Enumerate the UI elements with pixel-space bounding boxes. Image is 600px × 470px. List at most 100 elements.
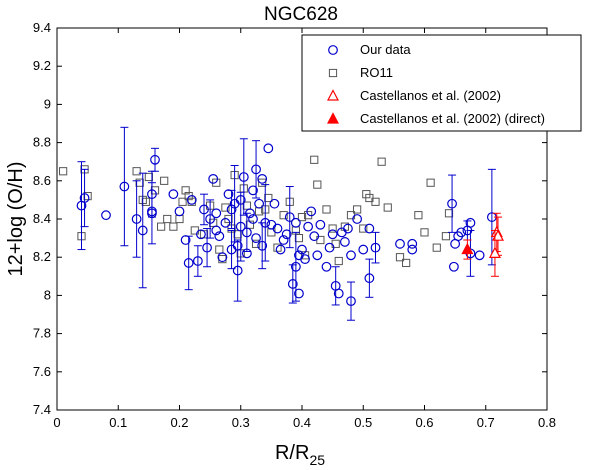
data-point-square-open [359, 224, 368, 233]
data-point-square-open [426, 178, 435, 187]
data-point-square-open [279, 211, 288, 220]
data-point-square-open [221, 203, 230, 212]
data-point-square-open [251, 239, 261, 248]
data-point-square-open [135, 178, 144, 187]
legend-label-castellanos-direct: Castellanos et al. (2002) (direct) [360, 111, 545, 126]
data-point-square-open [163, 214, 172, 224]
data-point-square-open [444, 209, 454, 218]
legend-marker-square-open [328, 68, 338, 78]
data-point-circle-open [407, 238, 418, 249]
data-point-circle-open [235, 221, 246, 232]
plot-marks [59, 126, 504, 321]
data-point-circle-open [101, 210, 111, 221]
data-point-circle-open [456, 227, 467, 238]
legend-markers [327, 45, 339, 124]
data-point-circle-open [309, 231, 320, 242]
data-point-circle-open [131, 214, 142, 224]
data-point-circle-open [290, 261, 301, 272]
y-tick-label: 8.2 [33, 249, 51, 264]
data-point-square-open [178, 197, 187, 206]
data-point-square-open [432, 243, 441, 252]
x-tick-label: 0.4 [293, 415, 311, 430]
data-point-circle-open [315, 219, 326, 230]
data-point-circle-open [339, 237, 350, 247]
data-point-circle-open [199, 204, 209, 215]
data-point-square-open [297, 212, 307, 222]
y-tick-label: 8.8 [33, 135, 51, 150]
x-tick-label: 0.8 [538, 415, 556, 430]
data-point-square-open [322, 205, 331, 214]
data-point-circle-open [226, 204, 237, 215]
data-point-circle-open [251, 233, 261, 244]
data-point-circle-open [465, 217, 476, 228]
axis-ticks: 0 0.1 0.2 0.3 0.4 0.5 0.6 0.7 0.8 7.4 7.6 7.8 8 8.2 8.… [33, 20, 556, 430]
data-point-circle-open [174, 206, 185, 217]
data-point-circle-open [260, 217, 271, 228]
data-point-square-open [420, 228, 429, 237]
x-tick-label: 0.6 [415, 415, 433, 430]
data-point-circle-open [192, 256, 203, 266]
x-tick-label: 0.2 [170, 415, 188, 430]
x-tick-label: 0.3 [232, 415, 250, 430]
data-point-square-open [353, 205, 362, 214]
legend-marker-triangle-open [327, 89, 339, 101]
legend-marker-circle-open [328, 45, 338, 55]
data-point-circle-open [272, 223, 283, 234]
data-point-circle-open [220, 217, 231, 228]
data-point-circle-open [248, 214, 258, 224]
data-point-square-open [258, 178, 267, 187]
legend: Our data RO11 Castellanos et al. (2002) … [301, 34, 582, 132]
data-point-circle-open [303, 221, 314, 232]
data-point-circle-open [358, 244, 369, 255]
data-point-circle-open [364, 273, 375, 284]
data-point-circle-open [147, 208, 157, 219]
y-tick-label: 8 [44, 287, 51, 302]
y-tick-label: 9 [44, 96, 51, 111]
data-point-circle-open [183, 258, 194, 268]
y-tick-label: 7.6 [33, 364, 51, 379]
data-point-square-open [294, 234, 304, 243]
data-point-triangle-open [492, 229, 504, 241]
data-point-circle-open [370, 242, 381, 253]
data-point-circle-open [300, 254, 310, 265]
data-point-circle-open [269, 198, 280, 209]
data-point-square-open [310, 155, 319, 164]
y-tick-label: 7.8 [33, 326, 51, 341]
data-point-triangle-open [488, 246, 501, 258]
data-point-square-open [377, 157, 386, 166]
data-point-circle-open [168, 189, 179, 200]
data-point-square-open [300, 251, 310, 260]
data-point-circle-open [232, 265, 243, 276]
data-point-circle-open [407, 244, 418, 255]
data-point-circle-open [346, 250, 356, 261]
data-point-circle-open [343, 223, 353, 234]
data-point-square-open [160, 176, 169, 185]
data-point-circle-open [312, 250, 323, 261]
y-axis-title: 12+log (O/H) [5, 161, 27, 276]
data-point-circle-open [232, 240, 243, 251]
data-point-square-open [181, 186, 190, 195]
data-point-circle-open [287, 279, 298, 289]
legend-box [301, 34, 582, 132]
data-point-square-open [383, 203, 392, 212]
legend-marker-triangle-filled [327, 112, 339, 124]
data-point-square-open [264, 193, 273, 203]
data-point-circle-open [395, 238, 405, 249]
data-point-circle-open [297, 244, 307, 255]
data-point-circle-open [241, 248, 252, 259]
data-point-square-open [245, 220, 255, 229]
data-point-square-open [132, 167, 141, 176]
data-point-circle-open [284, 212, 295, 222]
legend-label-ro11: RO11 [360, 65, 393, 80]
data-point-triangle-filled [461, 242, 474, 255]
data-point-circle-open [257, 173, 268, 184]
x-tick-label: 0.7 [477, 415, 495, 430]
x-axis-title: R/R25 [275, 442, 325, 468]
data-point-circle-open [474, 250, 485, 261]
x-axis-label: R/R [275, 442, 309, 464]
data-point-circle-open [202, 242, 212, 253]
data-point-square-open [83, 191, 92, 201]
data-point-square-open [334, 256, 343, 266]
data-point-square-open [157, 222, 166, 231]
data-point-square-open [313, 180, 322, 189]
